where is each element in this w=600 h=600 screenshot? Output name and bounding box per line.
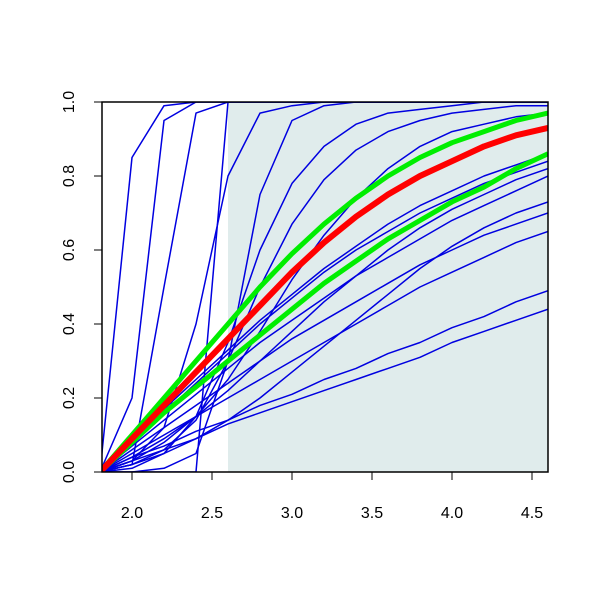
x-tick-label: 4.5 bbox=[521, 505, 543, 522]
curve bbox=[102, 201, 548, 472]
y-tick-label: 0.6 bbox=[61, 239, 78, 261]
curve bbox=[102, 102, 548, 472]
curve bbox=[102, 153, 548, 472]
plot-area bbox=[102, 102, 548, 472]
x-tick-label: 3.5 bbox=[361, 505, 383, 522]
y-tick-label: 0.8 bbox=[61, 165, 78, 187]
y-tick-label: 0.2 bbox=[61, 387, 78, 409]
x-tick-label: 2.0 bbox=[121, 505, 143, 522]
curve bbox=[102, 102, 548, 460]
y-tick-label: 1.0 bbox=[61, 91, 78, 113]
x-tick-label: 2.5 bbox=[201, 505, 223, 522]
curve bbox=[102, 175, 548, 472]
curve bbox=[102, 151, 548, 472]
curve bbox=[102, 110, 548, 472]
plot-frame bbox=[101, 101, 549, 473]
curve bbox=[102, 167, 548, 472]
curve bbox=[102, 102, 548, 470]
curve bbox=[102, 124, 548, 472]
curve bbox=[102, 104, 548, 472]
curve bbox=[102, 102, 548, 472]
curve bbox=[102, 308, 548, 472]
x-tick-label: 4.0 bbox=[441, 505, 463, 522]
curve bbox=[102, 212, 548, 472]
curve bbox=[102, 230, 548, 472]
curve bbox=[102, 289, 548, 472]
y-tick-label: 0.4 bbox=[61, 313, 78, 335]
x-tick-label: 3.0 bbox=[281, 505, 303, 522]
curve bbox=[102, 112, 548, 472]
y-tick-label: 0.0 bbox=[61, 461, 78, 483]
